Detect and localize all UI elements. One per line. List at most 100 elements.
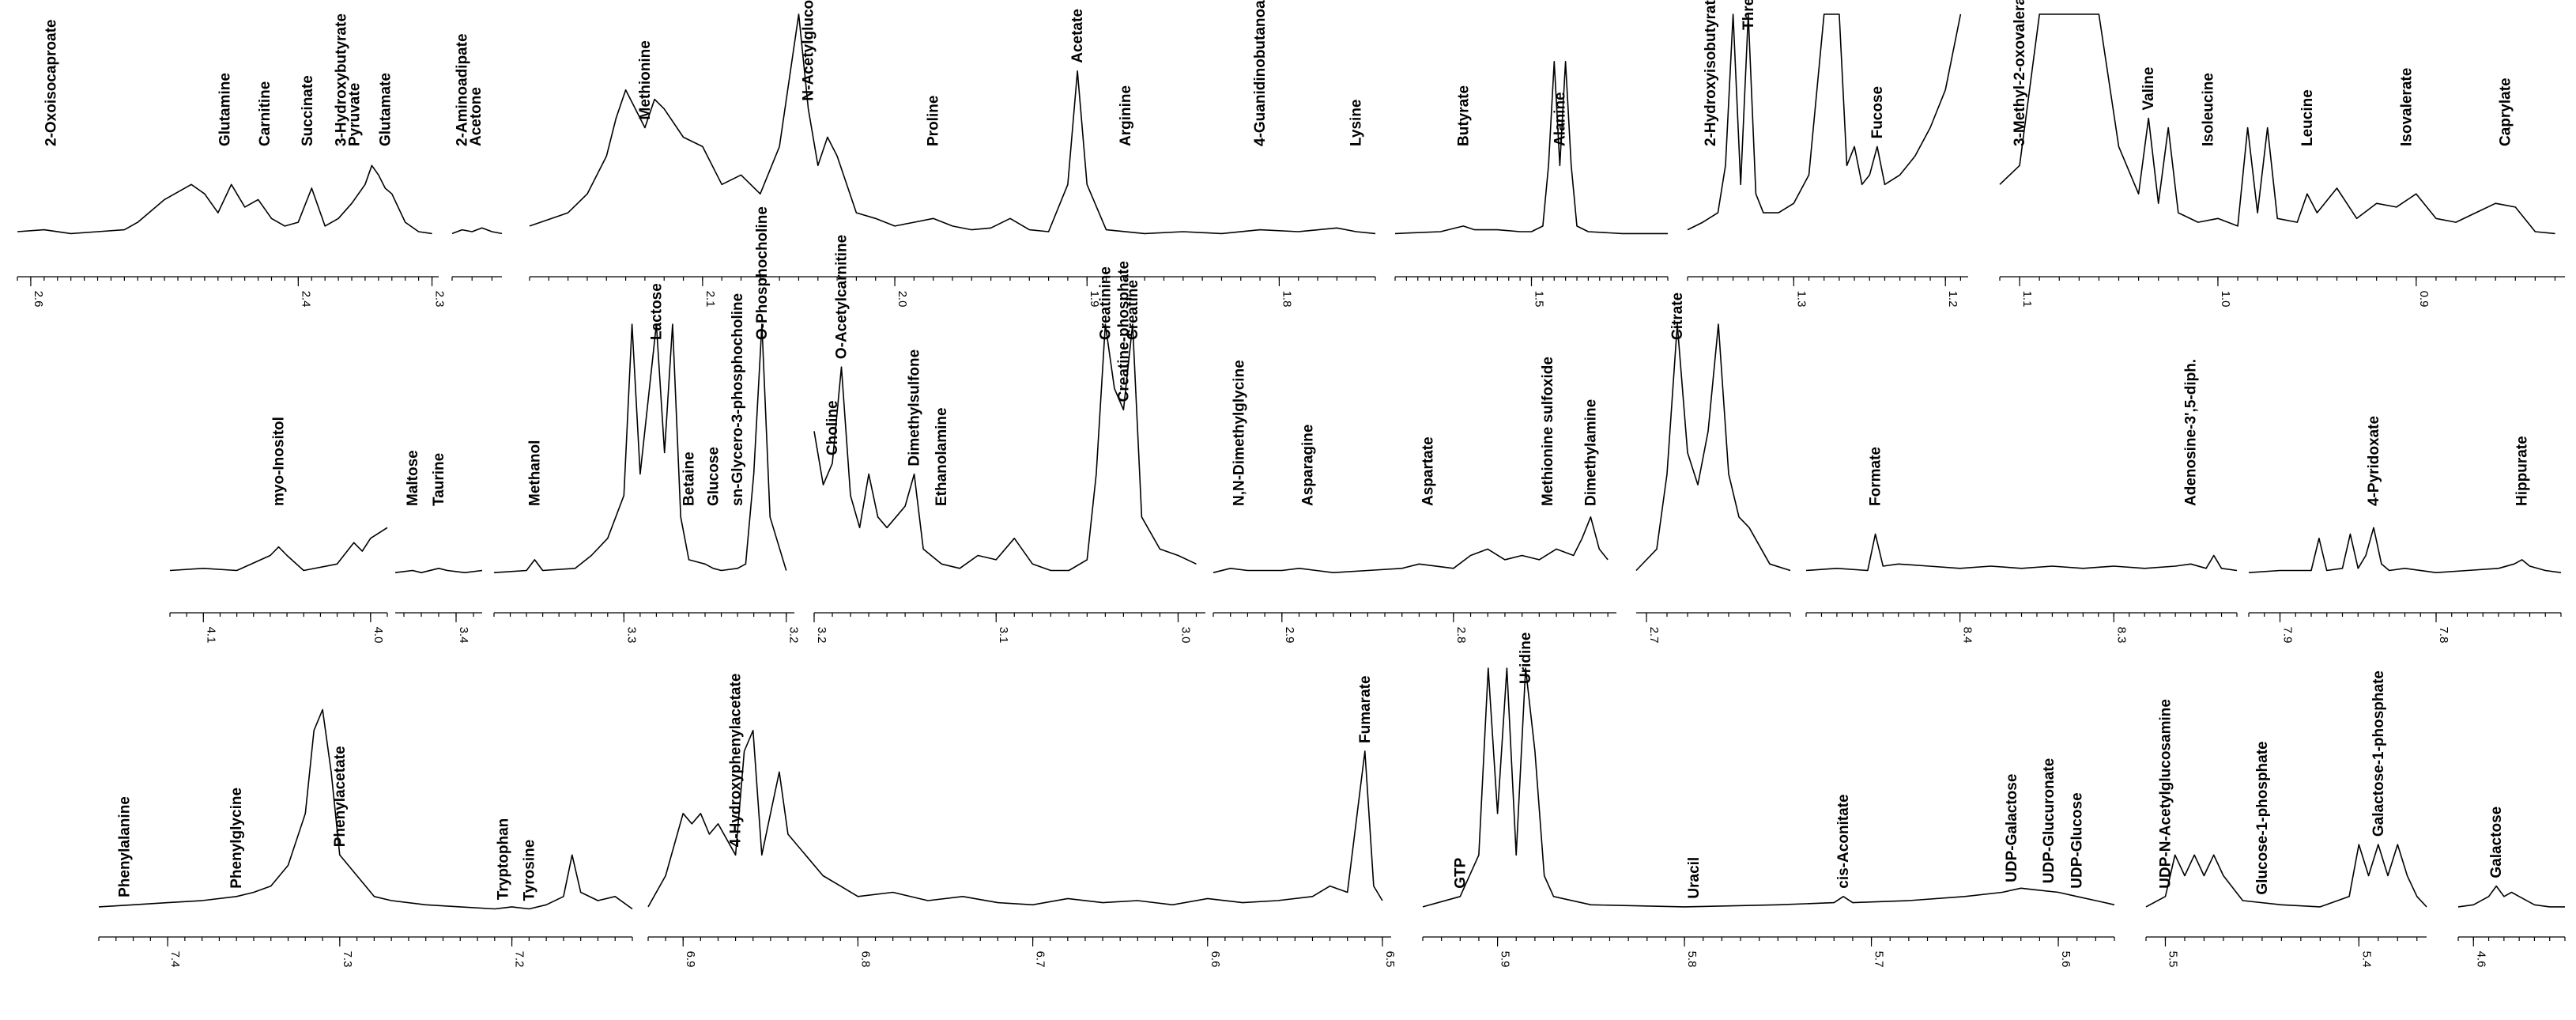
tick-label: 1.8 bbox=[1280, 291, 1293, 308]
spectrum-panel-7: 4.1 4.0 myo-Inositol bbox=[169, 417, 388, 643]
peak-label: Asparagine bbox=[1299, 425, 1316, 506]
peak-label: Isovalerate bbox=[2398, 68, 2415, 146]
peak-label: Threonine bbox=[1741, 0, 1757, 30]
peak-label: Fumarate bbox=[1357, 675, 1374, 743]
peak-label: Acetate bbox=[1069, 9, 1086, 63]
peak-label: Uracil bbox=[1686, 857, 1703, 899]
peak-label: Adenosine-3',5-diph. bbox=[2183, 359, 2200, 506]
tick-label: 3.3 bbox=[624, 627, 638, 644]
spectrum-trace bbox=[2248, 527, 2562, 573]
peak-label: 2-Hydroxyisobutyrate bbox=[1703, 0, 1719, 146]
spectrum-trace bbox=[451, 227, 503, 235]
peak-label: 3-Hydroxybutyrate bbox=[333, 13, 349, 146]
spectrum-trace bbox=[647, 730, 1383, 908]
peak-label: Glucose bbox=[705, 447, 722, 506]
spectrum-panel-15: 7.4 7.3 7.2 Phenylalanine Phenylglycine Pheny… bbox=[98, 708, 633, 968]
peak-label: Galactose-1-phosphate bbox=[2370, 671, 2387, 837]
peak-label: Lysine bbox=[1348, 100, 1365, 147]
spectrum-trace bbox=[813, 323, 1197, 572]
tick-label: 8.4 bbox=[1961, 627, 1974, 644]
peak-label: N,N-Dimethylglycine bbox=[1231, 360, 1248, 506]
tick-label: 5.4 bbox=[2359, 951, 2373, 968]
peak-label: UDP-Glucuronate bbox=[2041, 758, 2057, 883]
spectrum-panel-16: 6.9 6.8 6.7 6.6 6.5 4-Hydroxyphenylacetate Fum… bbox=[647, 674, 1397, 968]
tick-label: 4.6 bbox=[2474, 951, 2487, 968]
spectrum-trace bbox=[1422, 667, 2115, 908]
peak-label: Galactose bbox=[2488, 807, 2505, 878]
peak-label: 2-Oxoisocaproate bbox=[43, 20, 59, 147]
peak-label: Dimethylsulfone bbox=[907, 349, 923, 467]
peak-label: Methanol bbox=[526, 440, 543, 506]
peak-label: UDP-Glucose bbox=[2069, 792, 2086, 888]
peak-label: Alanine bbox=[1552, 92, 1568, 146]
tick-label: 1.3 bbox=[1794, 291, 1808, 308]
peak-label: Creatine bbox=[1125, 280, 1141, 340]
peak-label: Tryptophan bbox=[496, 818, 512, 900]
peak-label: Betaine bbox=[681, 451, 697, 506]
peak-label: Dimethylamine bbox=[1582, 399, 1599, 506]
tick-label: 7.3 bbox=[341, 951, 354, 968]
peak-label: Caprylate bbox=[2498, 77, 2514, 146]
peak-label: Arginine bbox=[1118, 85, 1134, 146]
spectrum-panel-10: 3.2 3.1 3.0 Choline O-Acetylcarnitine Dimethy… bbox=[813, 235, 1205, 643]
tick-label: 1.2 bbox=[1946, 291, 1959, 308]
peak-label: O-Acetylcarnitine bbox=[834, 235, 850, 359]
tick-label: 1.5 bbox=[1533, 291, 1546, 308]
peak-label: Phenylglycine bbox=[228, 788, 245, 889]
peak-label: Carnitine bbox=[257, 81, 273, 146]
peak-label: Phenylalanine bbox=[117, 796, 134, 897]
peak-label: Glutamate bbox=[377, 73, 394, 146]
peak-label: GTP bbox=[1452, 857, 1469, 888]
tick-label: 2.9 bbox=[1283, 627, 1296, 644]
spectrum-trace bbox=[1999, 13, 2555, 235]
peak-label: Tyrosine bbox=[521, 840, 537, 901]
tick-label: 8.3 bbox=[2114, 627, 2128, 644]
tick-label: 6.7 bbox=[1034, 951, 1047, 968]
tick-label: 5.6 bbox=[2059, 951, 2072, 968]
peak-label: UDP-N-Acetylglucosamine bbox=[2157, 699, 2174, 889]
spectrum-trace bbox=[529, 13, 1376, 235]
spectrum-panel-3: 2.1 2.0 1.9 1.8 Methionine N-Acetylglucosamin… bbox=[529, 0, 1376, 308]
peak-label: Glucose-1-phosphate bbox=[2254, 741, 2271, 894]
spectrum-panel-19: 4.6 Galactose bbox=[2457, 807, 2566, 968]
peak-label: Butyrate bbox=[1455, 85, 1472, 146]
peak-label: 4-Guanidinobutanoate bbox=[1252, 0, 1269, 146]
spectrum-trace bbox=[1687, 13, 1962, 231]
peak-label: Hippurate bbox=[2514, 436, 2531, 506]
peak-label: Uridine bbox=[1518, 633, 1534, 684]
tick-label: 6.9 bbox=[684, 951, 697, 968]
peak-label: Methionine bbox=[637, 40, 654, 119]
peak-label: O-Phosphocholine bbox=[754, 206, 771, 340]
tick-label: 2.0 bbox=[896, 291, 909, 308]
peak-label: myo-Inositol bbox=[271, 417, 288, 506]
tick-label: 1.0 bbox=[2219, 291, 2232, 308]
tick-label: 2.3 bbox=[433, 291, 447, 308]
peak-label: Maltose bbox=[405, 450, 421, 506]
spectrum-panel-4: 1.5 Butyrate Alanine bbox=[1394, 61, 1669, 308]
tick-label: 3.2 bbox=[787, 627, 801, 644]
tick-label: 2.8 bbox=[1454, 627, 1468, 644]
tick-label: 5.7 bbox=[1873, 951, 1886, 968]
tick-label: 6.6 bbox=[1209, 951, 1222, 968]
peak-label: N-Acetylglucosamine bbox=[801, 0, 817, 101]
tick-label: 7.8 bbox=[2437, 627, 2450, 644]
spectrum-panel-1: 2.6 2.4 2.3 2-Oxoisocaproate Glutamine Carnit… bbox=[17, 13, 447, 307]
peak-label: Fucose bbox=[1869, 86, 1886, 139]
spectrum-trace bbox=[1213, 516, 1609, 573]
spectrum-panel-13: 8.4 8.3 Formate Adenosine-3',5-diph. bbox=[1805, 359, 2238, 644]
spectrum-trace bbox=[1394, 61, 1668, 235]
peak-label: Creatine-phosphate bbox=[1115, 261, 1132, 402]
tick-label: 1.1 bbox=[2020, 291, 2034, 308]
peak-label: 4-Pyridoxate bbox=[2366, 416, 2382, 506]
spectrum-trace bbox=[493, 323, 787, 573]
spectrum-panel-11: 2.9 2.8 N,N-Dimethylglycine Asparagine Aspar… bbox=[1213, 357, 1616, 643]
tick-label: 5.8 bbox=[1685, 951, 1699, 968]
spectrum-trace bbox=[169, 527, 388, 572]
peak-label: 3-Methyl-2-oxovalerate bbox=[2012, 0, 2028, 146]
tick-label: 7.9 bbox=[2281, 627, 2295, 644]
peak-label: Aspartate bbox=[1420, 436, 1436, 506]
tick-label: 0.9 bbox=[2417, 291, 2431, 308]
peak-label: Glutamine bbox=[217, 73, 233, 146]
